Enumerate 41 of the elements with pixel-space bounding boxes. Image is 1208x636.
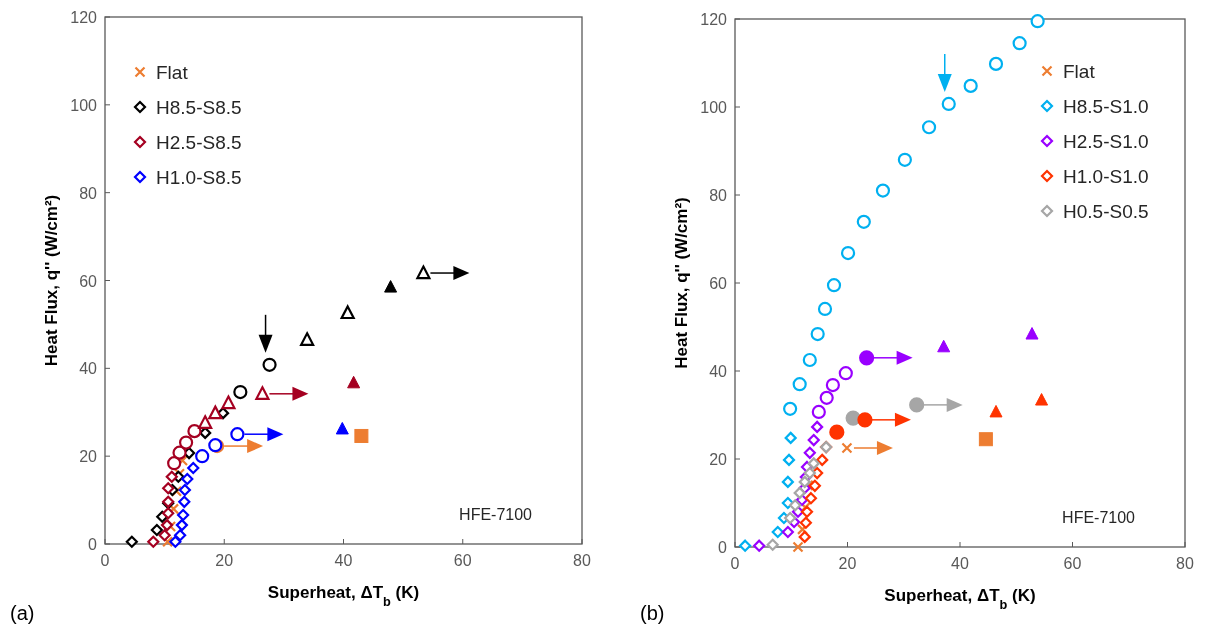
x-axis-title: Superheat, ΔT$_{b}$ (K) [884,586,1036,612]
x-tick-label: 40 [334,552,353,569]
y-tick-label: 40 [709,363,728,380]
legend-label: Flat [156,62,189,83]
y-tick-label: 60 [709,275,728,292]
y-tick-label: 120 [70,9,98,26]
legend-label: H8.5-S1.0 [1063,96,1149,117]
y-tick-label: 60 [79,272,98,290]
legend-label: H1.0-S1.0 [1063,166,1149,187]
text: (a) [10,602,35,624]
legend-label: H2.5-S1.0 [1063,131,1149,152]
y-tick-label: 100 [700,99,728,116]
y-tick-label: 20 [79,448,98,466]
x-tick-label: 60 [1063,555,1082,572]
x-tick-label: 40 [951,555,969,572]
legend-label: H8.5-S8.5 [156,97,242,118]
y-tick-label: 120 [700,11,728,28]
legend-label: Flat [1063,61,1096,82]
x-tick-label: 20 [215,552,234,569]
annotation: HFE-7100 [459,506,533,523]
x-tick-label: 0 [730,555,740,572]
y-axis-title: Heat Flux, q'' (W/cm²) [42,194,61,367]
y-tick-label: 40 [79,360,98,378]
x-axis-title: Superheat, ΔT$_{b}$ (K) [267,583,420,609]
y-axis-title: Heat Flux, q'' (W/cm²) [672,197,691,369]
x-tick-label: 20 [838,555,857,572]
text: (b) [640,602,665,624]
legend-label: H2.5-S8.5 [156,132,242,153]
x-tick-label: 60 [453,552,472,569]
x-tick-label: 80 [1176,555,1194,572]
x-tick-label: 0 [100,552,110,569]
y-tick-label: 0 [718,539,728,556]
x-tick-label: 80 [573,552,591,569]
y-tick-label: 100 [70,96,98,114]
y-tick-label: 20 [709,451,728,468]
y-tick-label: 80 [709,187,728,204]
legend-label: H0.5-S0.5 [1063,201,1149,222]
y-tick-label: 80 [79,184,98,202]
legend-label: H1.0-S8.5 [156,167,242,188]
y-tick-label: 0 [88,536,98,553]
annotation: HFE-7100 [1062,509,1136,526]
